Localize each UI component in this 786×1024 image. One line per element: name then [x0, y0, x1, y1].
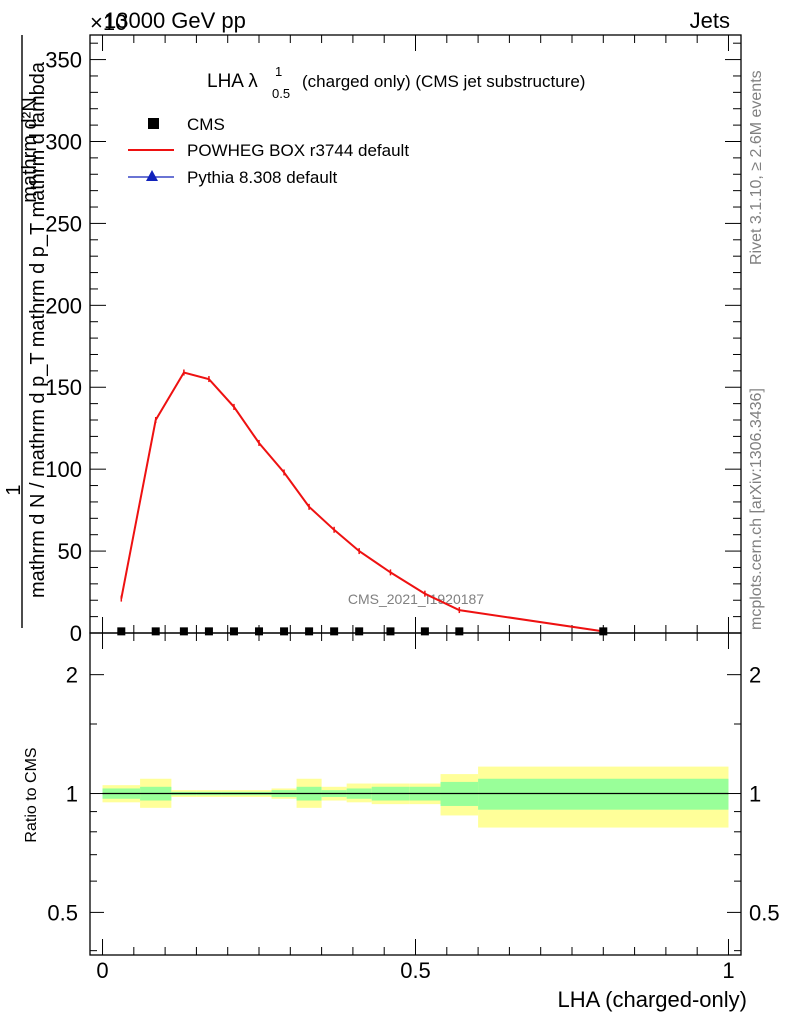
main-y-label: mathrm d²N 1 mathrm d N / mathrm d p_T m… [3, 35, 49, 628]
ratio-inner-band [478, 778, 729, 810]
ratio-axis: 0.5 0.5 1 1 2 2 0 0.5 1 [47, 35, 780, 983]
cms-point [280, 627, 289, 636]
ratio-tick-label-right: 0.5 [749, 900, 780, 925]
powheg-curve [120, 371, 604, 633]
cms-point [305, 627, 314, 636]
process-label: Jets [690, 8, 730, 33]
main-y-tick-label: 100 [45, 457, 82, 482]
mcplots-label: mcplots.cern.ch [arXiv:1306.3436] [748, 388, 765, 630]
main-y-tick-label: 200 [45, 293, 82, 318]
legend-entry-powheg: POWHEG BOX r3744 default [187, 141, 409, 160]
main-y-tick-label: 0 [70, 621, 82, 646]
main-y-tick-label: 150 [45, 375, 82, 400]
legend-entry-pythia: Pythia 8.308 default [187, 168, 338, 187]
cms-point [179, 627, 188, 636]
energy-label: 13000 GeV pp [104, 8, 246, 33]
x-tick-label: 0.5 [400, 958, 431, 983]
x-tick-label: 0 [96, 958, 108, 983]
y-label-numerator: 1 [3, 484, 25, 495]
main-series [117, 369, 608, 636]
ratio-plot-frame [89, 632, 742, 956]
cms-point [117, 627, 126, 636]
x-axis-label: LHA (charged-only) [557, 987, 747, 1012]
legend-pythia-marker [146, 170, 158, 181]
cms-point [455, 627, 464, 636]
title-subscript: 0.5 [272, 86, 290, 101]
y-label-top: mathrm d²N [19, 97, 41, 203]
ratio-tick-label-left: 1 [66, 782, 78, 807]
cms-point [330, 627, 339, 636]
ratio-tick-label-left: 2 [66, 663, 78, 688]
cms-point [355, 627, 364, 636]
legend-cms-marker [148, 118, 159, 129]
title-superscript: 1 [275, 64, 282, 79]
main-y-tick-label: 300 [45, 129, 82, 154]
cms-point [386, 627, 395, 636]
ratio-tick-label-right: 2 [749, 663, 761, 688]
rivet-label: Rivet 3.1.10, ≥ 2.6M events [748, 70, 765, 265]
plot-title: LHA λ 1 0.5 (charged only) (CMS jet subs… [207, 64, 585, 101]
ratio-bands [102, 766, 729, 828]
cms-point [151, 627, 160, 636]
main-y-tick-label: 50 [58, 539, 82, 564]
main-y-tick-label: 350 [45, 48, 82, 73]
title-main: LHA λ [207, 71, 258, 92]
main-y-tick-label: 250 [45, 211, 82, 236]
cms-point [599, 627, 608, 636]
ratio-y-label: Ratio to CMS [23, 747, 40, 842]
cms-point [255, 627, 264, 636]
ratio-tick-label-left: 0.5 [47, 900, 78, 925]
legend: CMS POWHEG BOX r3744 default Pythia 8.30… [128, 115, 409, 187]
exponent-label: ×10 [90, 10, 127, 35]
cms-point [229, 627, 238, 636]
ratio-tick-label-right: 1 [749, 782, 761, 807]
cms-point [204, 627, 213, 636]
cms-point [420, 627, 429, 636]
analysis-watermark: CMS_2021_I1920187 [348, 591, 484, 607]
y-label-denominator: mathrm d N / mathrm d p_T mathrm d p_T m… [27, 61, 49, 598]
legend-entry-cms: CMS [187, 115, 225, 134]
title-rest: (charged only) (CMS jet substructure) [302, 72, 585, 91]
x-tick-label: 1 [722, 958, 734, 983]
main-axis: 0 50 100 150 200 250 300 350 [45, 42, 741, 646]
